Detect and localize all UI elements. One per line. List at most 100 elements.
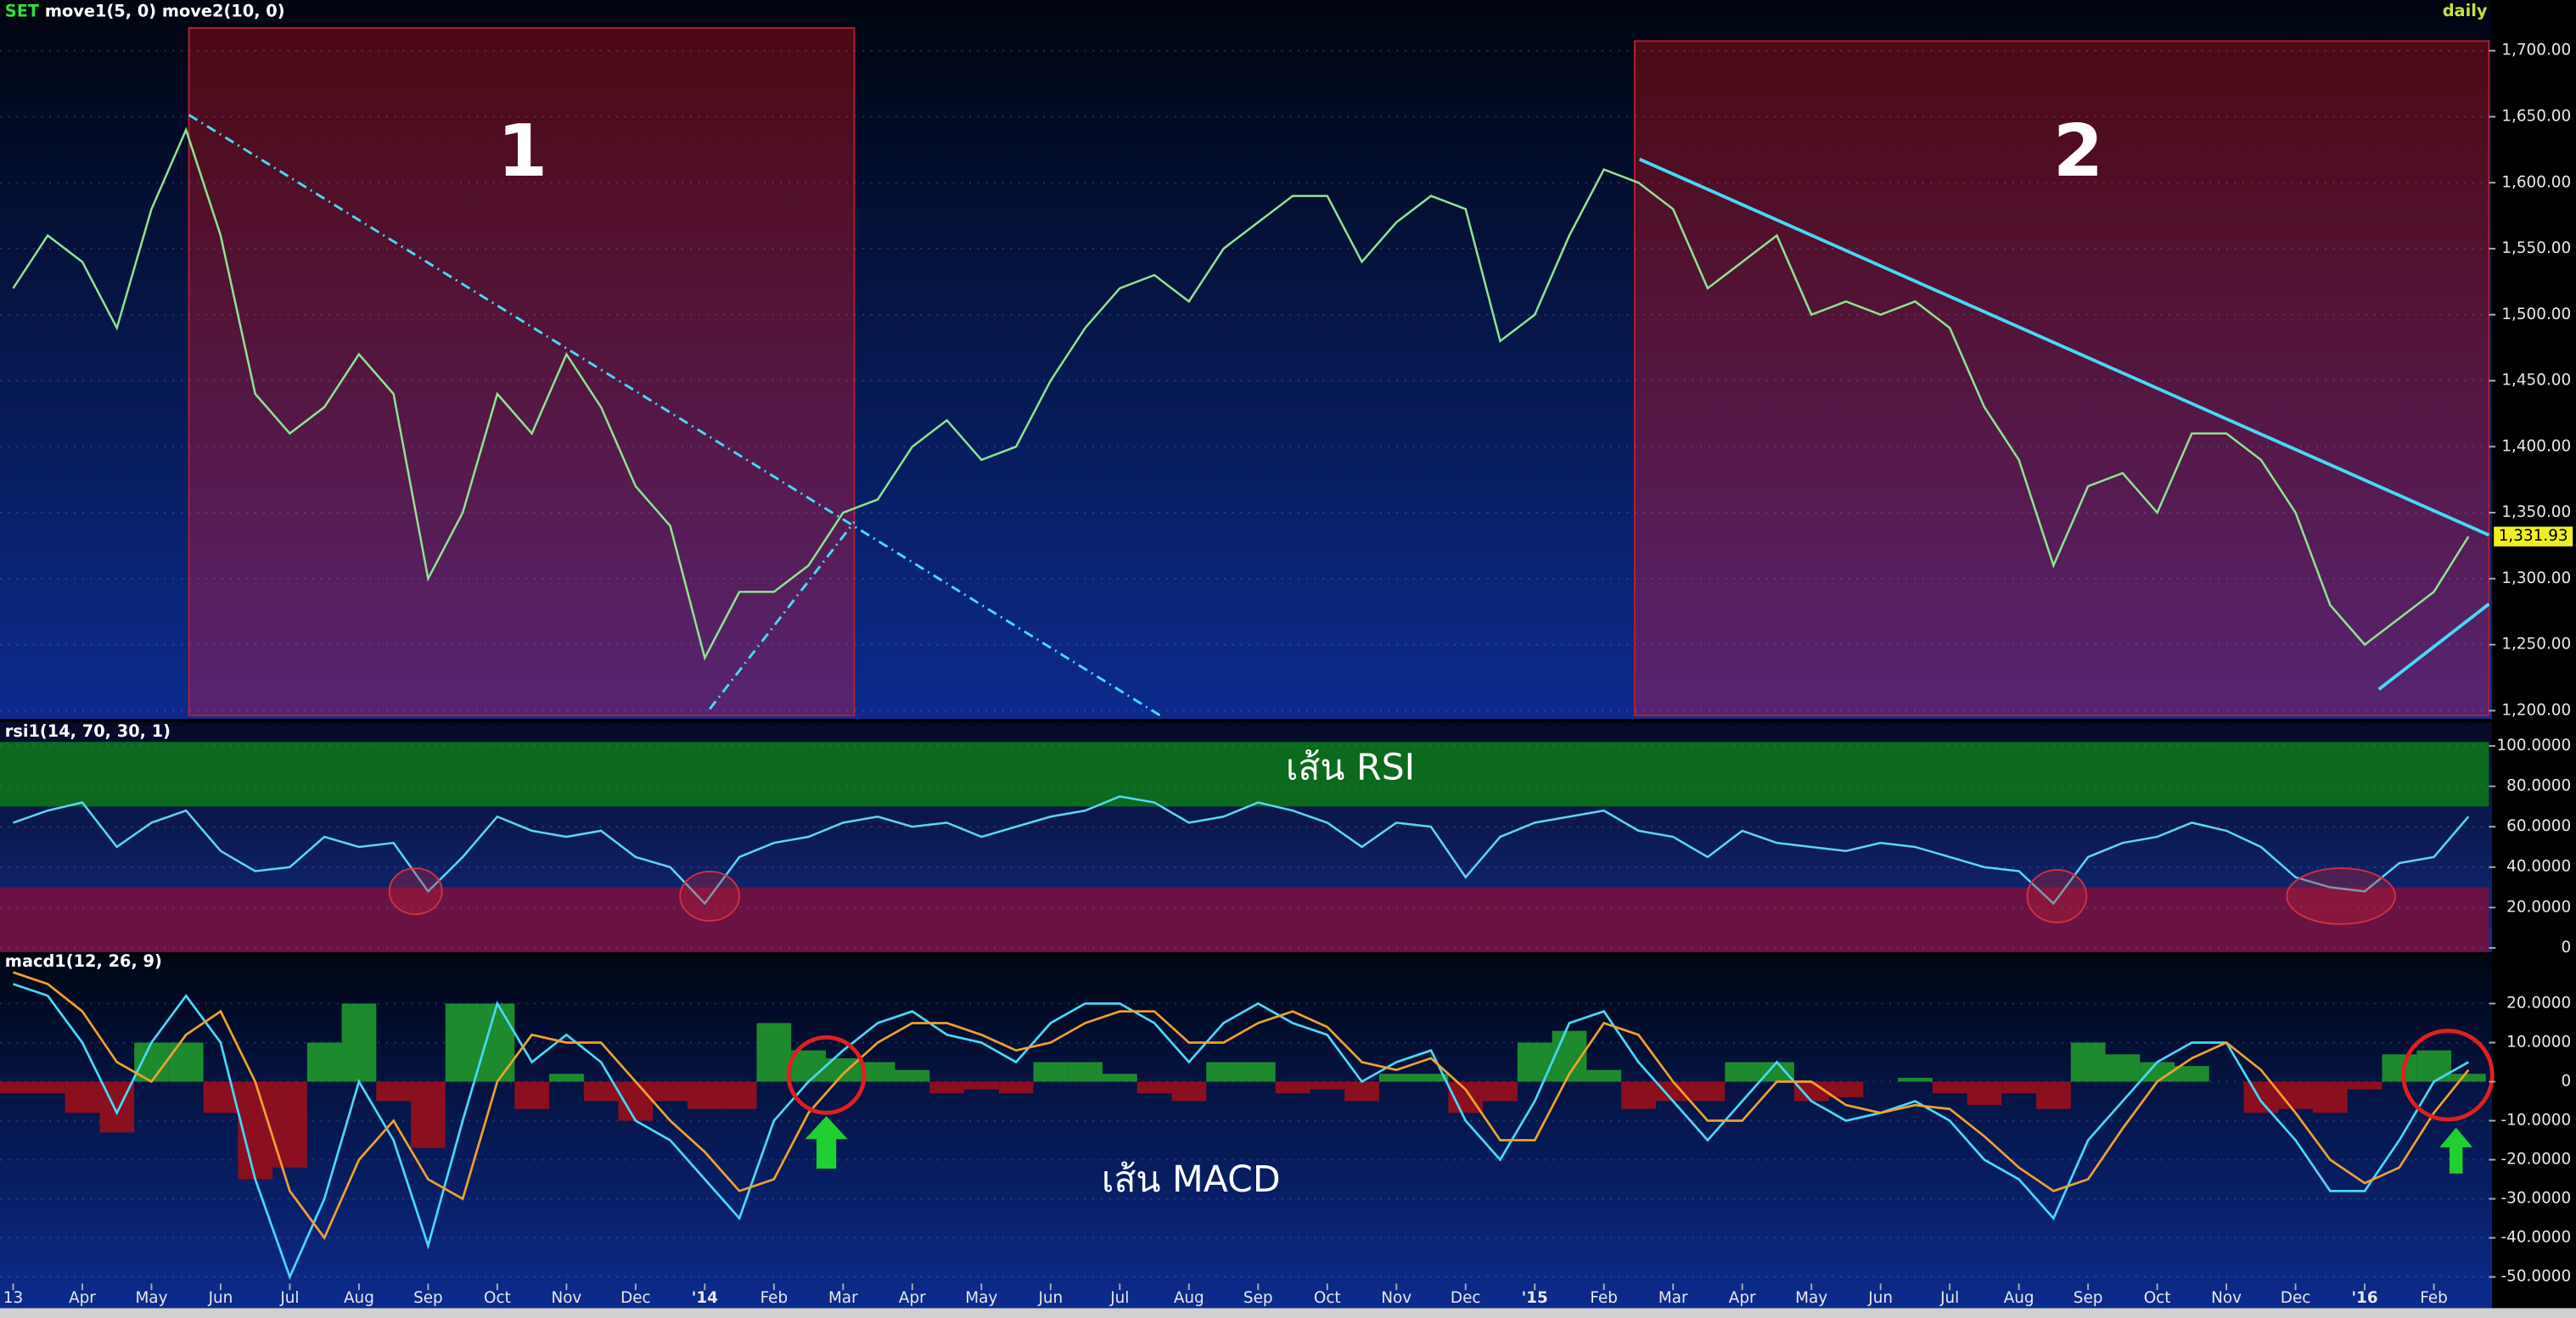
histogram-bar [653,1081,688,1102]
histogram-bar [411,1081,446,1148]
annotation: 2 [2053,109,2103,193]
histogram-bar [0,1081,31,1094]
histogram-bar [2140,1062,2175,1082]
y-tick-label: 0 [2561,939,2571,956]
x-tick-label: Jul [1109,1289,1129,1307]
x-tick-label: Nov [1381,1289,1411,1307]
annotation: 1 [497,109,547,193]
macd-line [13,971,2470,1241]
histogram-bar [791,1050,827,1082]
x-tick-label: Nov [551,1289,581,1307]
histogram-bar [721,1081,757,1109]
x-tick-label: May [135,1289,167,1307]
macd-line [13,983,2469,1281]
x-tick-label: '15 [1522,1289,1548,1307]
symbol: SET [5,1,40,20]
histogram-bar [1413,1074,1449,1082]
y-tick-label: 10.0000 [2506,1033,2571,1051]
histogram-bar [306,1042,342,1082]
histogram-bar [963,1081,999,1090]
y-tick-label: -10.0000 [2501,1112,2572,1130]
x-tick-label: Sep [1243,1289,1273,1307]
histogram-bar [2313,1081,2348,1113]
histogram-bar [1586,1069,1622,1082]
x-tick-label: Jul [1939,1289,1959,1307]
histogram-bar [1206,1062,1241,1082]
histogram-bar [2001,1081,2037,1094]
histogram-bar [2347,1081,2382,1090]
y-tick-label: -20.0000 [2501,1151,2572,1169]
histogram-bar [1275,1081,1310,1094]
x-tick-label: Mar [828,1289,858,1307]
histogram-bar [1725,1062,1760,1082]
histogram-bar [2450,1074,2486,1082]
timeframe: daily [2443,1,2488,20]
histogram-bar [860,1062,895,1082]
annotation: เส้น MACD [1102,1158,1281,1201]
x-tick-label: Feb [760,1289,789,1307]
x-tick-label: Oct [484,1289,511,1307]
x-tick-label: Apr [899,1289,926,1307]
histogram-bar [1690,1081,1726,1102]
highlight-circle [2286,867,2397,925]
axis-area [2492,0,2576,1318]
x-tick-label: Jun [1037,1289,1063,1307]
y-tick-label: 60.0000 [2506,817,2571,835]
y-tick-label: 1,400.00 [2501,437,2571,455]
histogram-bar [1759,1062,1794,1082]
histogram-bar [65,1081,100,1113]
histogram-bar [1102,1074,1137,1082]
x-tick-label: May [965,1289,997,1307]
histogram-bar [30,1081,65,1094]
x-tick-label: Jul [279,1289,299,1307]
arrow-up [805,1116,848,1169]
x-tick-label: 13 [3,1289,23,1307]
x-tick-label: '14 [692,1289,718,1307]
panel-title: rsi1(14, 70, 30, 1) [5,721,171,741]
last-value-label: 1,331.93 [2499,527,2568,545]
highlight-circle [2026,869,2088,923]
x-tick-label: Sep [2074,1289,2103,1307]
histogram-bar [2105,1054,2141,1082]
histogram-bar [1171,1081,1207,1102]
histogram-bar [2382,1054,2417,1082]
highlight-circle [2401,1029,2495,1122]
last-value-tag [2494,526,2573,547]
y-tick-label: 20.0000 [2506,994,2571,1012]
histogram-bar [1240,1062,1276,1082]
y-tick-label: 1,650.00 [2501,108,2571,126]
histogram-bar [514,1081,550,1109]
y-tick-label: 20.0000 [2506,898,2571,916]
histogram-bar [376,1081,412,1102]
histogram-bar [687,1081,722,1109]
oversold-zone [0,887,2489,952]
scrollbar[interactable] [0,1308,2576,1318]
x-tick-label: Dec [1451,1289,1481,1307]
histogram-bar [1793,1081,1829,1102]
highlight-zone [188,26,856,717]
histogram-bar [1828,1081,1864,1097]
x-tick-label: Apr [69,1289,96,1307]
highlight-zone [1633,40,2490,717]
histogram-bar [756,1023,792,1082]
histogram-bar [1033,1062,1069,1082]
x-tick-label: '16 [2351,1289,2377,1307]
data-line [12,126,2470,661]
histogram-bar [445,1003,480,1082]
trend-line [2377,603,2490,691]
histogram-bar [1898,1077,1933,1082]
histogram-bar [2175,1066,2209,1082]
y-tick-label: -50.0000 [2501,1268,2572,1286]
trend-line [188,114,1165,719]
histogram-bar [2036,1081,2071,1109]
x-tick-label: Sep [413,1289,443,1307]
highlight-circle [388,867,443,916]
y-tick-label: 1,550.00 [2501,239,2571,257]
histogram-bar [549,1074,584,1082]
histogram-bar [895,1069,930,1082]
annotation: เส้น RSI [1286,747,1415,789]
histogram-bar [1655,1081,1691,1102]
histogram-bar [1967,1081,2002,1106]
x-tick-label: May [1795,1289,1827,1307]
